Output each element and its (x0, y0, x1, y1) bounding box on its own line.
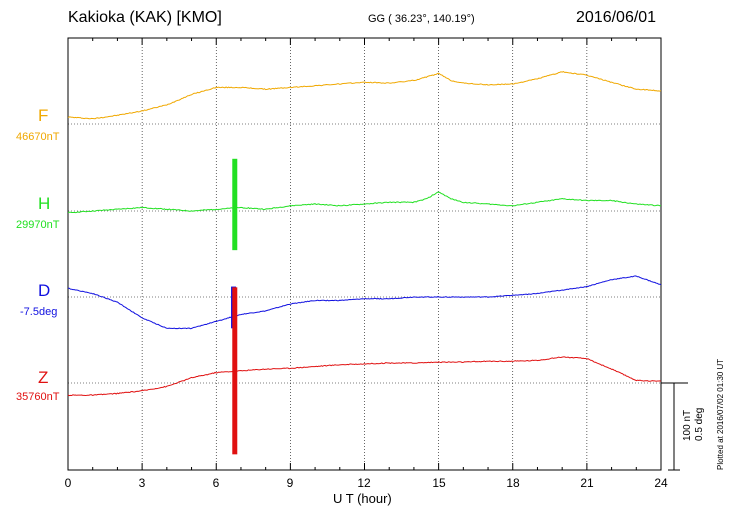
baseline-label-h: 29970nT (16, 219, 60, 231)
series-line-f (67, 71, 662, 120)
x-tick-label: 15 (432, 476, 446, 490)
x-tick-label: 12 (357, 476, 371, 490)
baseline-label-d: -7.5deg (20, 306, 58, 318)
component-label-z: Z (38, 368, 49, 387)
spike-burst-h (232, 158, 238, 251)
scale-label-nt: 100 nT (682, 409, 693, 441)
x-tick-label: 21 (580, 476, 594, 490)
x-tick-label: 24 (654, 476, 668, 490)
series-group (67, 71, 662, 455)
grid-lines (141, 38, 588, 470)
scale-bar (661, 382, 688, 471)
component-label-d: D (38, 281, 51, 300)
series-line-z (67, 356, 662, 397)
scale-label-deg: 0.5 deg (694, 407, 705, 441)
x-tick-label: 3 (138, 476, 146, 490)
x-axis-label: U T (hour) (333, 491, 392, 506)
page-title: Kakioka (KAK) [KMO] (68, 9, 222, 26)
baseline-label-f: 46670nT (16, 131, 60, 143)
station-coordinates: GG ( 36.23°, 140.19°) (368, 13, 475, 25)
baseline-label-z: 35760nT (16, 391, 60, 403)
series-line-h (67, 191, 662, 214)
x-tick-label: 0 (64, 476, 72, 490)
axis-ticks (67, 38, 662, 470)
x-tick-label: 9 (286, 476, 294, 490)
component-label-f: F (38, 106, 49, 125)
plotted-timestamp: Plotted at 2016/07/02 01:30 UT (716, 358, 725, 470)
component-label-h: H (38, 194, 51, 213)
x-tick-label: 6 (212, 476, 220, 490)
series-line-d (67, 275, 662, 330)
spike-burst-z (232, 287, 238, 455)
x-tick-label: 18 (506, 476, 520, 490)
plot-date: 2016/06/01 (576, 9, 657, 26)
